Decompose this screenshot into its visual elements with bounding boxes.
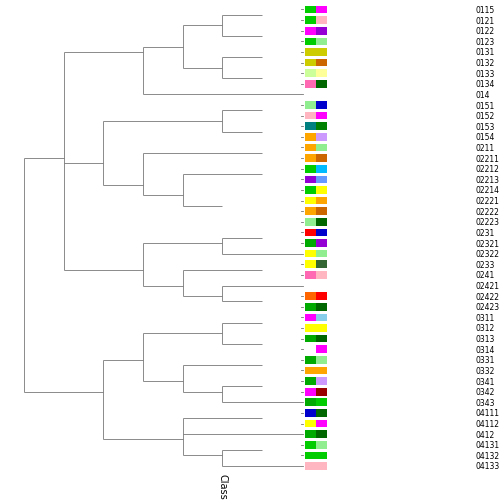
Bar bbox=[316, 6, 327, 13]
Bar bbox=[304, 186, 316, 194]
Bar bbox=[316, 48, 327, 56]
Bar bbox=[316, 324, 327, 332]
Bar bbox=[304, 165, 316, 172]
Bar bbox=[304, 80, 316, 88]
Bar bbox=[304, 335, 316, 342]
Bar bbox=[316, 59, 327, 67]
Bar bbox=[304, 197, 316, 205]
Bar bbox=[316, 112, 327, 119]
Bar bbox=[316, 303, 327, 310]
Bar bbox=[304, 218, 316, 226]
Bar bbox=[304, 399, 316, 406]
Bar bbox=[316, 16, 327, 24]
Bar bbox=[304, 261, 316, 268]
Bar bbox=[316, 409, 327, 417]
Bar bbox=[304, 59, 316, 67]
Bar bbox=[316, 239, 327, 247]
Bar bbox=[304, 112, 316, 119]
Bar bbox=[304, 303, 316, 310]
Bar bbox=[316, 165, 327, 172]
Bar bbox=[304, 441, 316, 449]
Bar bbox=[304, 70, 316, 77]
Bar bbox=[316, 430, 327, 438]
Bar bbox=[316, 441, 327, 449]
Bar bbox=[316, 462, 327, 470]
Bar bbox=[316, 207, 327, 215]
Bar bbox=[304, 388, 316, 396]
Bar bbox=[304, 229, 316, 236]
Bar bbox=[304, 6, 316, 13]
Bar bbox=[316, 122, 327, 130]
Bar bbox=[304, 207, 316, 215]
Bar bbox=[316, 175, 327, 183]
Bar bbox=[316, 154, 327, 162]
Bar bbox=[316, 250, 327, 258]
Bar bbox=[304, 154, 316, 162]
Bar bbox=[304, 292, 316, 300]
Bar bbox=[316, 144, 327, 151]
Bar bbox=[316, 101, 327, 109]
Bar bbox=[316, 399, 327, 406]
Bar bbox=[304, 27, 316, 35]
Bar bbox=[304, 313, 316, 321]
X-axis label: Class: Class bbox=[217, 474, 227, 500]
Bar bbox=[316, 229, 327, 236]
Bar bbox=[316, 80, 327, 88]
Bar bbox=[304, 409, 316, 417]
Bar bbox=[304, 101, 316, 109]
Bar bbox=[316, 313, 327, 321]
Bar bbox=[304, 377, 316, 385]
Bar bbox=[316, 335, 327, 342]
Bar bbox=[304, 250, 316, 258]
Bar bbox=[304, 144, 316, 151]
Bar bbox=[304, 324, 316, 332]
Bar bbox=[304, 133, 316, 141]
Bar bbox=[304, 462, 316, 470]
Bar bbox=[304, 48, 316, 56]
Bar bbox=[304, 356, 316, 364]
Bar bbox=[316, 271, 327, 279]
Bar bbox=[304, 16, 316, 24]
Bar bbox=[304, 239, 316, 247]
Bar bbox=[316, 186, 327, 194]
Bar bbox=[304, 37, 316, 45]
Bar bbox=[316, 356, 327, 364]
Bar bbox=[316, 420, 327, 427]
Bar bbox=[304, 271, 316, 279]
Bar bbox=[316, 377, 327, 385]
Bar bbox=[316, 388, 327, 396]
Bar bbox=[304, 345, 316, 353]
Bar bbox=[304, 420, 316, 427]
Bar bbox=[304, 175, 316, 183]
Bar bbox=[316, 292, 327, 300]
Bar bbox=[304, 452, 316, 459]
Bar bbox=[316, 452, 327, 459]
Bar bbox=[316, 366, 327, 374]
Bar bbox=[316, 37, 327, 45]
Bar bbox=[316, 27, 327, 35]
Bar bbox=[316, 261, 327, 268]
Bar bbox=[316, 197, 327, 205]
Bar bbox=[316, 70, 327, 77]
Bar bbox=[316, 218, 327, 226]
Bar bbox=[316, 345, 327, 353]
Bar bbox=[304, 122, 316, 130]
Bar bbox=[316, 133, 327, 141]
Bar bbox=[304, 430, 316, 438]
Bar bbox=[304, 366, 316, 374]
